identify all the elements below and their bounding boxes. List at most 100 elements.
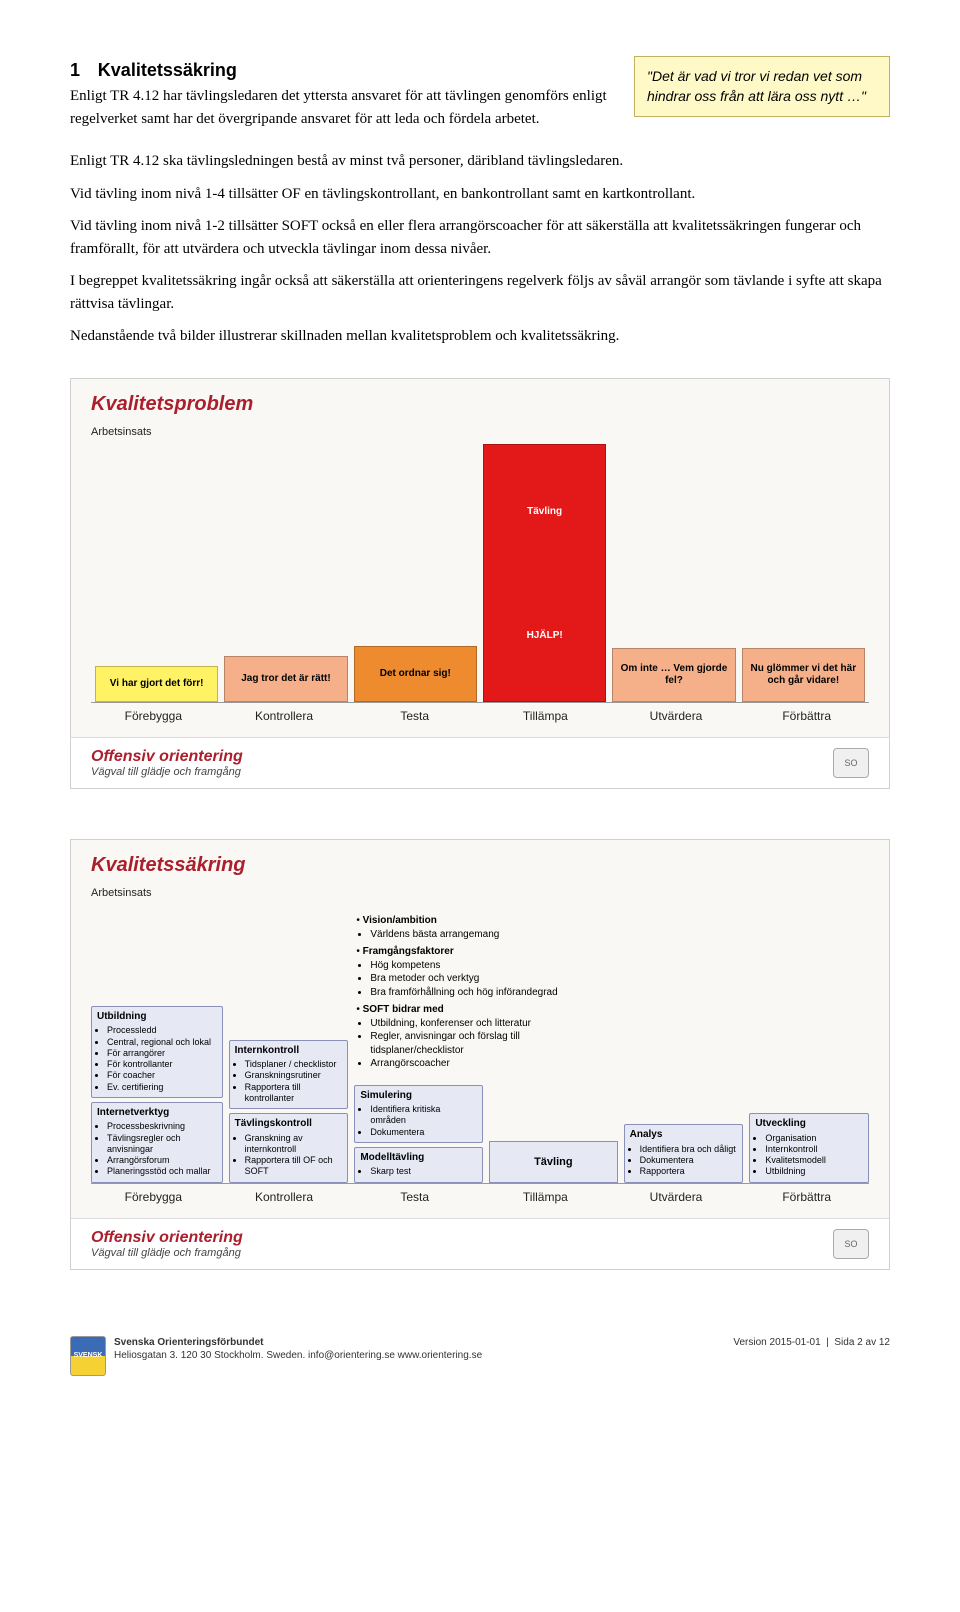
para-6: Nedanstående två bilder illustrerar skil… bbox=[70, 325, 890, 348]
heading-and-intro: 1 Kvalitetssäkring Enligt TR 4.12 har tä… bbox=[70, 60, 890, 140]
chart2-footer-sub: Vägval till glädje och framgång bbox=[91, 1247, 243, 1259]
chart1-bar-col: Nu glömmer vi det här och går vidare! bbox=[742, 648, 865, 702]
chart1-xaxis-label: Testa bbox=[352, 709, 477, 723]
chart2-forbattra-box-item: Kvalitetsmodell bbox=[765, 1155, 863, 1166]
chart2-textcol-bold: SOFT bidrar med bbox=[363, 1004, 444, 1015]
chart2-testa-box-title: Modelltävling bbox=[360, 1152, 477, 1165]
chart2-body: Arbetsinsats UtbildningProcessleddCentra… bbox=[71, 881, 889, 1218]
chart2-xaxis-label: Testa bbox=[352, 1190, 477, 1204]
chart2-forebygga-box-item: Ev. certifiering bbox=[107, 1082, 217, 1093]
chart2-forebygga-box-item: Planeringsstöd och mallar bbox=[107, 1166, 217, 1177]
chart1-bar: Det ordnar sig! bbox=[354, 646, 477, 702]
chart-kvalitetssakring: Kvalitetssäkring Arbetsinsats Utbildning… bbox=[70, 839, 890, 1270]
chart2-kontrollera-box: Tävlingskontroll Granskning av internkont… bbox=[229, 1113, 349, 1183]
chart2-forebygga-box-item: Processledd bbox=[107, 1025, 217, 1036]
chart2-xaxis-label: Kontrollera bbox=[222, 1190, 347, 1204]
chart2-textcol-sublist: Hög kompetensBra metoder och verktygBra … bbox=[356, 959, 615, 1000]
chart1-xaxis-label: Förebygga bbox=[91, 709, 216, 723]
chart1-bar-col: Om inte … Vem gjorde fel? bbox=[612, 648, 735, 702]
chart2-kontrollera-box-item: Rapportera till kontrollanter bbox=[245, 1082, 343, 1105]
chart1-bar-col: Det ordnar sig! bbox=[354, 646, 477, 702]
chart2-kontrollera-box: InternkontrollTidsplaner / checklistorGr… bbox=[229, 1040, 349, 1110]
chart2-utvardera-box: Analys Identifiera bra och dåligtDokument… bbox=[624, 1124, 744, 1182]
chart2-kontrollera-box-item: Rapportera till OF och SOFT bbox=[245, 1155, 343, 1178]
chart2-forebygga-box-list: ProcessleddCentral, regional och lokalFö… bbox=[97, 1025, 217, 1093]
chart2-textcol-line: • SOFT bidrar med bbox=[356, 1003, 615, 1017]
chart2-tavling-box: Tävling bbox=[489, 1141, 618, 1183]
chart2-forebygga-box-item: Central, regional och lokal bbox=[107, 1037, 217, 1048]
chart1-body: Arbetsinsats Vi har gjort det förr! Jag t… bbox=[71, 420, 889, 737]
chart2-forebygga-box-item: Arrangörsforum bbox=[107, 1155, 217, 1166]
chart2-xaxis-label: Förbättra bbox=[744, 1190, 869, 1204]
chart2-textcol-subitem: Bra metoder och verktyg bbox=[370, 972, 615, 986]
chart2-kontrollera-box-list: Granskning av internkontrollRapportera t… bbox=[235, 1133, 343, 1178]
chart2-textcol-subitem: Bra framförhållning och hög införandegra… bbox=[370, 986, 615, 1000]
section-title: Kvalitetssäkring bbox=[98, 60, 237, 80]
page-footer-logo: SVENSK bbox=[70, 1336, 106, 1376]
chart2-forbattra-box-list: OrganisationInternkontrollKvalitetsmodel… bbox=[755, 1133, 863, 1178]
chart1-ylabel: Arbetsinsats bbox=[91, 426, 869, 438]
chart2-forbattra-box: Utveckling OrganisationInternkontrollKval… bbox=[749, 1113, 869, 1183]
chart2-forbattra-box-title: Utveckling bbox=[755, 1118, 863, 1131]
page-footer-org: Svenska Orienteringsförbundet bbox=[114, 1336, 482, 1350]
chart2-kontrollera-box-title: Internkontroll bbox=[235, 1045, 343, 1058]
chart2-utvardera-box-title: Analys bbox=[630, 1129, 738, 1142]
heading-left: 1 Kvalitetssäkring Enligt TR 4.12 har tä… bbox=[70, 60, 614, 140]
chart1-xaxis: FörebyggaKontrolleraTestaTillämpaUtvärde… bbox=[91, 709, 869, 723]
chart1-bar-label: Det ordnar sig! bbox=[380, 668, 451, 680]
chart2-kontrollera-box-item: Granskning av internkontroll bbox=[245, 1133, 343, 1156]
chart2-forebygga-box-title: Utbildning bbox=[97, 1011, 217, 1024]
chart1-footer-logo: SO bbox=[833, 748, 869, 778]
chart1-bar-label: Om inte … Vem gjorde fel? bbox=[616, 663, 731, 687]
chart2-footer-title: Offensiv orientering bbox=[91, 1229, 243, 1247]
chart2-testa-box-title: Simulering bbox=[360, 1090, 477, 1103]
chart1-bar-col: Jag tror det är rätt! bbox=[224, 656, 347, 702]
para-2: Enligt TR 4.12 ska tävlingsledningen bes… bbox=[70, 150, 890, 173]
chart2-footer-logo: SO bbox=[833, 1229, 869, 1259]
chart2-textcol-subitem: Världens bästa arrangemang bbox=[370, 928, 615, 942]
chart2-col-utvardera: Analys Identifiera bra och dåligtDokument… bbox=[624, 1124, 744, 1182]
chart2-kontrollera-box-item: Tidsplaner / checklistor bbox=[245, 1059, 343, 1070]
chart2-testa-box: ModelltävlingSkarp test bbox=[354, 1147, 483, 1183]
chart2-textcol-subitem: Arrangörscoacher bbox=[370, 1057, 615, 1071]
chart2-utvardera-box-list: Identifiera bra och dåligtDokumenteraRap… bbox=[630, 1144, 738, 1178]
para-3: Vid tävling inom nivå 1-4 tillsätter OF … bbox=[70, 183, 890, 206]
chart2-kontrollera-box-item: Granskningsrutiner bbox=[245, 1070, 343, 1081]
chart1-bar: Om inte … Vem gjorde fel? bbox=[612, 648, 735, 702]
page-footer-pagenum: Sida 2 av 12 bbox=[834, 1337, 890, 1348]
chart2-col-textcenter: • Vision/ambitionVärldens bästa arrangem… bbox=[354, 908, 617, 1183]
chart2-footer-left: Offensiv orientering Vägval till glädje … bbox=[91, 1229, 243, 1259]
chart2-kontrollera-box-title: Tävlingskontroll bbox=[235, 1118, 343, 1131]
chart2-forebygga-box-list: ProcessbeskrivningTävlingsregler och anv… bbox=[97, 1121, 217, 1177]
chart-kvalitetsproblem: Kvalitetsproblem Arbetsinsats Vi har gjo… bbox=[70, 378, 890, 789]
chart2-testa-box-list: Identifiera kritiska områdenDokumentera bbox=[360, 1104, 477, 1138]
chart2-forbattra-box-item: Organisation bbox=[765, 1133, 863, 1144]
chart2-textcol-sublist: Utbildning, konferenser och litteraturRe… bbox=[356, 1017, 615, 1071]
chart2-textcol-line: • Framgångsfaktorer bbox=[356, 945, 615, 959]
chart1-footer-title: Offensiv orientering bbox=[91, 748, 243, 766]
page: 1 Kvalitetssäkring Enligt TR 4.12 har tä… bbox=[0, 0, 960, 1416]
page-footer-addr: Heliosgatan 3. 120 30 Stockholm. Sweden.… bbox=[114, 1349, 482, 1363]
chart2-forebygga-box-item: Processbeskrivning bbox=[107, 1121, 217, 1132]
chart2-col-kontrollera: InternkontrollTidsplaner / checklistorGr… bbox=[229, 1040, 349, 1183]
chart1-bar-label: Vi har gjort det förr! bbox=[110, 678, 204, 690]
chart2-forbattra-box-item: Internkontroll bbox=[765, 1144, 863, 1155]
chart2-textcol: • Vision/ambitionVärldens bästa arrangem… bbox=[354, 912, 617, 1077]
chart2-textcol-subitem: Utbildning, konferenser och litteratur bbox=[370, 1017, 615, 1031]
chart2-forebygga-box-item: För arrangörer bbox=[107, 1048, 217, 1059]
chart1-bar: Jag tror det är rätt! bbox=[224, 656, 347, 702]
chart1-footer-left: Offensiv orientering Vägval till glädje … bbox=[91, 748, 243, 778]
para-5: I begreppet kvalitetssäkring ingår också… bbox=[70, 270, 890, 315]
page-footer-version: Version 2015-01-01 bbox=[733, 1337, 820, 1348]
page-footer-right: Version 2015-01-01 | Sida 2 av 12 bbox=[733, 1336, 890, 1350]
para-4: Vid tävling inom nivå 1-2 tillsätter SOF… bbox=[70, 215, 890, 260]
chart2-textcol-sublist: Världens bästa arrangemang bbox=[356, 928, 615, 942]
chart2-testa-box-item: Identifiera kritiska områden bbox=[370, 1104, 477, 1127]
chart1-xaxis-label: Förbättra bbox=[744, 709, 869, 723]
chart2-forebygga-box: UtbildningProcessleddCentral, regional o… bbox=[91, 1006, 223, 1098]
chart1-xaxis-label: Kontrollera bbox=[222, 709, 347, 723]
chart1-bar-label: Nu glömmer vi det här och går vidare! bbox=[746, 663, 861, 687]
chart2-footer: Offensiv orientering Vägval till glädje … bbox=[71, 1218, 889, 1269]
chart2-forebygga-box-item: För kontrollanter bbox=[107, 1059, 217, 1070]
chart2-title: Kvalitetssäkring bbox=[71, 840, 889, 881]
